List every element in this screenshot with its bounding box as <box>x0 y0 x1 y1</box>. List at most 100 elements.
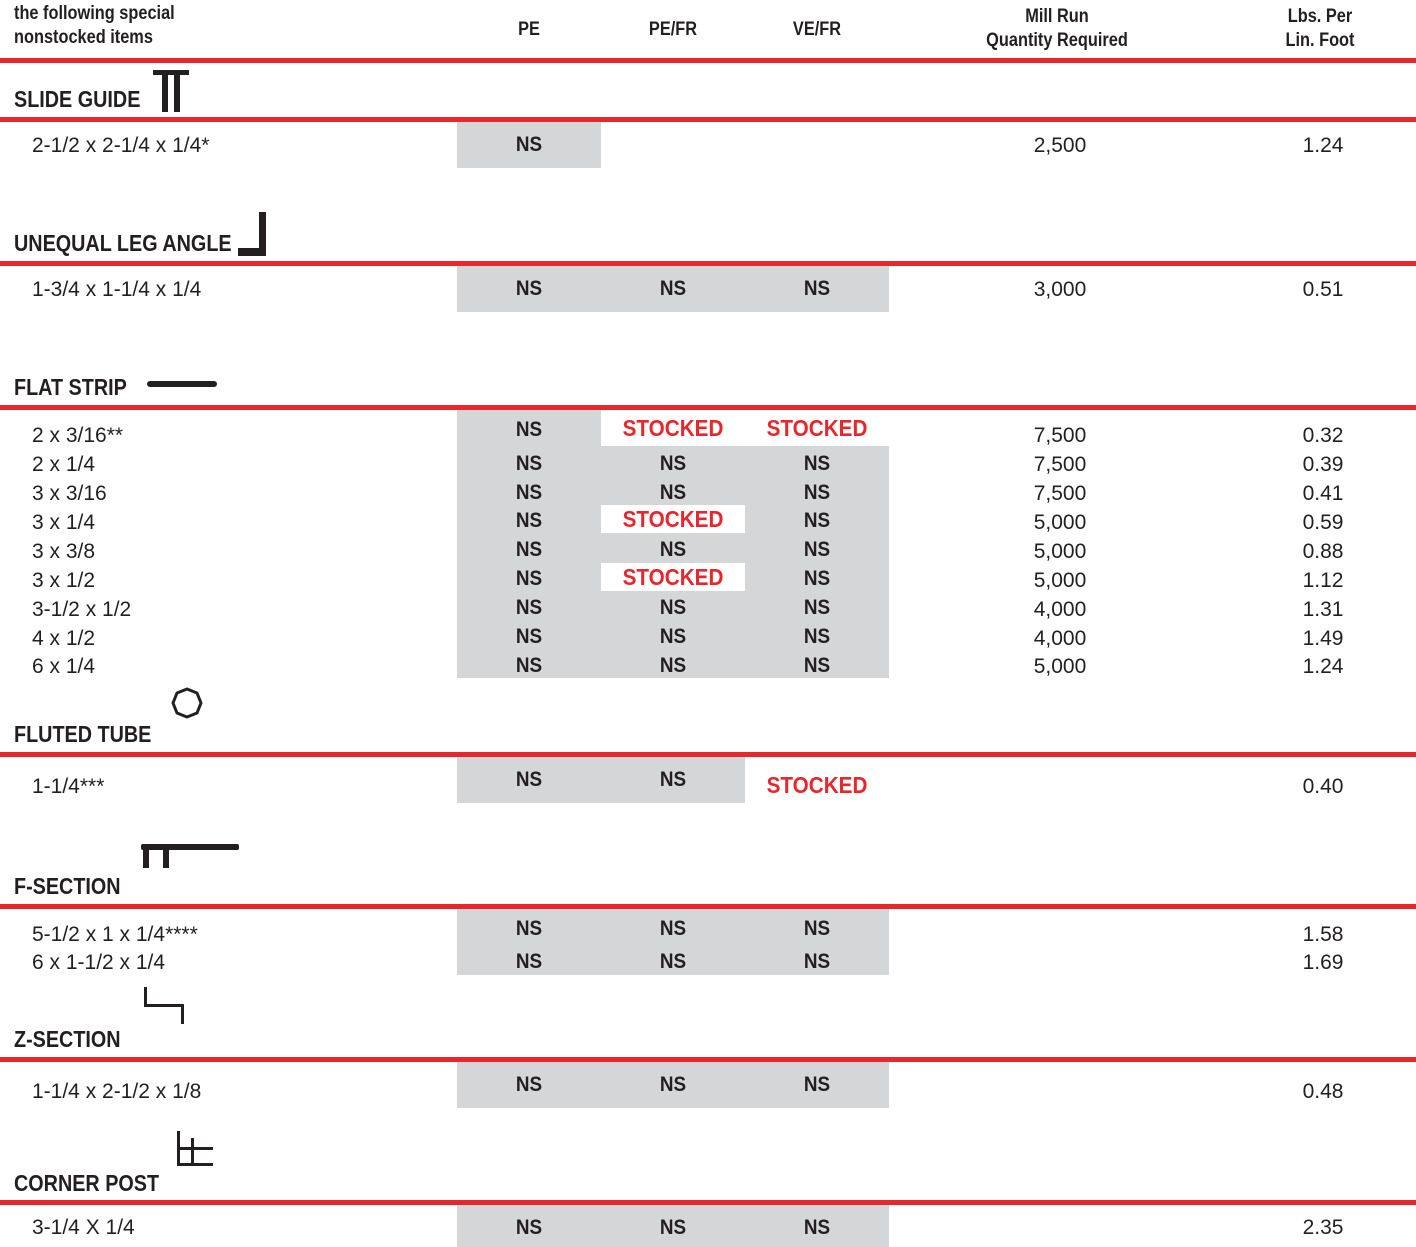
cell-ve-fr: NS <box>803 596 831 619</box>
cell-lbs-per-foot: 1.24 <box>1302 134 1344 157</box>
section-divider <box>0 752 1416 757</box>
cell-lbs-per-foot: 0.32 <box>1302 424 1344 447</box>
cell-pe-fr: NS <box>659 654 687 677</box>
cell-pe-fr: NS <box>659 538 687 561</box>
cell-ve-fr: NS <box>803 625 831 648</box>
cell-ve-fr: NS <box>803 654 831 677</box>
cell-pe: NS <box>515 418 543 441</box>
availability-shade <box>457 410 889 678</box>
item-size: 3-1/2 x 1/2 <box>32 598 132 621</box>
item-size: 2-1/2 x 2-1/4 x 1/4* <box>32 134 210 157</box>
item-size: 2 x 3/16** <box>32 424 124 447</box>
column-header-pe-fr: PE/FR <box>648 19 698 40</box>
mill-run-line-1: Mill Run <box>1025 6 1089 27</box>
cell-lbs-per-foot: 0.59 <box>1302 511 1344 534</box>
slide-guide-profile-icon <box>153 70 189 112</box>
cell-ve-fr: NS <box>803 538 831 561</box>
cell-pe: NS <box>515 133 543 156</box>
angle-profile-icon <box>238 212 266 256</box>
cell-mill-run: 2,500 <box>1033 134 1087 157</box>
cell-pe: NS <box>515 654 543 677</box>
cell-pe-fr: NS <box>659 1216 687 1239</box>
cell-lbs-per-foot: 1.12 <box>1302 569 1344 592</box>
cell-pe-fr: NS <box>659 481 687 504</box>
intro-line-2: nonstocked items <box>14 27 153 48</box>
cell-pe: NS <box>515 277 543 300</box>
availability-shade <box>457 757 745 803</box>
cell-pe-fr: NS <box>659 596 687 619</box>
intro-line-1: the following special <box>14 3 175 24</box>
cell-ve-fr: NS <box>803 277 831 300</box>
cell-lbs-per-foot: 2.35 <box>1302 1216 1344 1239</box>
section-divider <box>0 1200 1416 1205</box>
mill-run-line-2: Quantity Required <box>986 30 1128 51</box>
cell-pe-fr: NS <box>659 277 687 300</box>
availability-shade <box>457 1062 889 1108</box>
cell-lbs-per-foot: 0.88 <box>1302 540 1344 563</box>
section-divider <box>0 405 1416 410</box>
availability-shade <box>457 122 601 168</box>
item-size: 3 x 3/16 <box>32 482 107 505</box>
intro-text: the following special nonstocked items <box>14 2 175 50</box>
cell-pe: NS <box>515 567 543 590</box>
item-size: 1-1/4 x 2-1/2 x 1/8 <box>32 1080 202 1103</box>
availability-shade <box>457 266 889 312</box>
lbs-line-1: Lbs. Per <box>1287 6 1353 27</box>
cell-ve-fr: STOCKED <box>766 772 868 798</box>
cell-mill-run: 3,000 <box>1033 278 1087 301</box>
cell-ve-fr: NS <box>803 481 831 504</box>
cell-mill-run: 5,000 <box>1033 511 1087 534</box>
cell-mill-run: 5,000 <box>1033 655 1087 678</box>
cell-pe: NS <box>515 625 543 648</box>
cell-pe: NS <box>515 950 543 973</box>
section-title-flat-strip: FLAT STRIP <box>14 374 127 400</box>
item-size: 3 x 1/4 <box>32 511 96 534</box>
cell-ve-fr: NS <box>803 452 831 475</box>
item-size: 3-1/4 X 1/4 <box>32 1216 135 1239</box>
item-size: 3 x 1/2 <box>32 569 96 592</box>
cell-lbs-per-foot: 1.58 <box>1302 923 1344 946</box>
column-header-ve-fr: VE/FR <box>792 19 842 40</box>
z-section-profile-icon <box>144 987 184 1024</box>
header-divider <box>0 58 1416 63</box>
item-size: 3 x 3/8 <box>32 540 96 563</box>
cell-mill-run: 5,000 <box>1033 569 1087 592</box>
section-title-corner-post: CORNER POST <box>14 1170 160 1196</box>
section-title-unequal-leg-angle: UNEQUAL LEG ANGLE <box>14 230 232 256</box>
cell-lbs-per-foot: 0.40 <box>1302 775 1344 798</box>
flat-strip-profile-icon <box>147 381 217 387</box>
cell-lbs-per-foot: 1.24 <box>1302 655 1344 678</box>
column-header-mill-run: Mill Run Quantity Required <box>971 5 1143 53</box>
cell-pe: NS <box>515 917 543 940</box>
cell-ve-fr: NS <box>803 1216 831 1239</box>
column-header-lbs-per-foot: Lbs. Per Lin. Foot <box>1234 5 1406 53</box>
cell-pe: NS <box>515 538 543 561</box>
item-size: 6 x 1-1/2 x 1/4 <box>32 951 166 974</box>
cell-ve-fr: NS <box>803 509 831 532</box>
availability-shade <box>457 909 889 975</box>
section-title-f-section: F-SECTION <box>14 873 121 899</box>
cell-lbs-per-foot: 0.51 <box>1302 278 1344 301</box>
cell-ve-fr: NS <box>803 567 831 590</box>
item-size: 5-1/2 x 1 x 1/4**** <box>32 923 198 946</box>
cell-pe: NS <box>515 596 543 619</box>
cell-lbs-per-foot: 0.41 <box>1302 482 1344 505</box>
section-divider <box>0 117 1416 122</box>
cell-lbs-per-foot: 0.39 <box>1302 453 1344 476</box>
section-title-z-section: Z-SECTION <box>14 1026 121 1052</box>
cell-pe: NS <box>515 481 543 504</box>
stocked-highlight <box>601 410 889 446</box>
stocked-highlight <box>601 505 745 533</box>
section-divider <box>0 1057 1416 1062</box>
section-divider <box>0 261 1416 266</box>
corner-post-profile-icon <box>177 1131 213 1166</box>
availability-shade <box>457 1205 889 1247</box>
cell-pe-fr: NS <box>659 625 687 648</box>
section-title-slide-guide: SLIDE GUIDE <box>14 86 141 112</box>
cell-mill-run: 7,500 <box>1033 424 1087 447</box>
lbs-line-2: Lin. Foot <box>1285 30 1355 51</box>
cell-pe: NS <box>515 509 543 532</box>
cell-ve-fr: STOCKED <box>766 415 868 441</box>
cell-pe-fr: NS <box>659 1073 687 1096</box>
cell-pe: NS <box>515 1073 543 1096</box>
